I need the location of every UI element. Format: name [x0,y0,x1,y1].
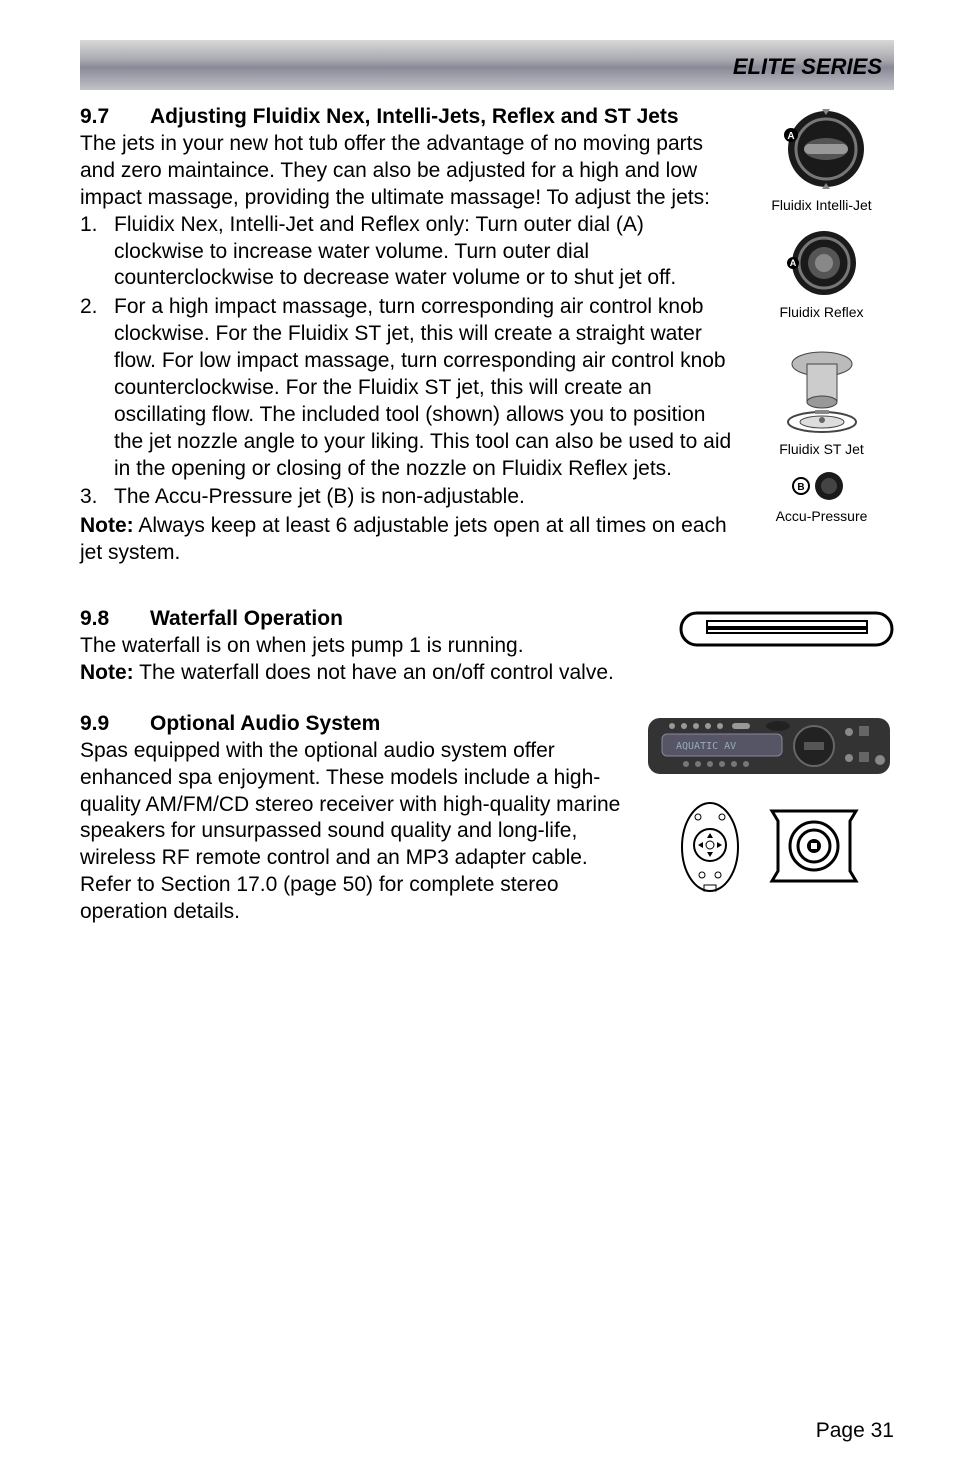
section-9-8-number: 9.8 [80,607,150,631]
section-9-9-number: 9.9 [80,712,150,736]
svg-text:AQUATIC AV: AQUATIC AV [676,741,736,752]
list-item: 3.The Accu-Pressure jet (B) is non-adjus… [114,484,737,511]
section-9-9-body: Spas equipped with the optional audio sy… [80,738,628,926]
remote-control-icon [674,797,746,907]
section-9-7-intro: The jets in your new hot tub offer the a… [80,131,737,212]
section-9-7-list: 1.Fluidix Nex, Intelli-Jet and Reflex on… [80,212,737,512]
svg-text:A: A [789,258,796,268]
figure-st-jet: Fluidix ST Jet [749,332,894,457]
page-banner: ELITE SERIES [80,40,894,90]
svg-text:A: A [787,131,794,142]
caption-st-jet: Fluidix ST Jet [749,441,894,457]
section-9-7-title: Adjusting Fluidix Nex, Intelli-Jets, Ref… [150,105,679,128]
note-label: Note: [80,661,134,684]
figure-waterfall [679,607,894,657]
reflex-icon: A [782,225,862,300]
speaker-icon [764,797,864,887]
section-9-9-heading: 9.9Optional Audio System [80,712,628,736]
caption-accu: Accu-Pressure [749,508,894,524]
figure-audio-system: AQUATIC AV [644,712,894,907]
banner-title: ELITE SERIES [733,54,882,80]
section-9-8-title: Waterfall Operation [150,607,343,630]
section-9-9-title: Optional Audio System [150,712,380,735]
section-9-7-heading: 9.7Adjusting Fluidix Nex, Intelli-Jets, … [80,105,737,129]
figure-intelli-jet: A Fluidix Intelli-Jet [749,105,894,213]
figure-accu-pressure: B Accu-Pressure [749,469,894,524]
svg-text:B: B [797,482,804,493]
page-number: Page 31 [816,1419,894,1443]
stereo-receiver-icon: AQUATIC AV [644,712,894,782]
list-item: 1.Fluidix Nex, Intelli-Jet and Reflex on… [114,212,737,293]
section-9-8-note: Note: The waterfall does not have an on/… [80,660,659,687]
st-jet-tool-icon [777,332,867,437]
intelli-jet-icon: A [774,105,869,193]
section-9-7-note: Note: Always keep at least 6 adjustable … [80,513,737,567]
section-9-8-line1: The waterfall is on when jets pump 1 is … [80,633,659,660]
accu-pressure-icon: B [787,469,857,504]
section-9-8-heading: 9.8Waterfall Operation [80,607,659,631]
section-9-7-number: 9.7 [80,105,150,129]
list-item: 2.For a high impact massage, turn corres… [114,294,737,482]
note-label: Note: [80,514,134,537]
figure-reflex: A Fluidix Reflex [749,225,894,320]
waterfall-icon [679,607,894,652]
caption-reflex: Fluidix Reflex [749,304,894,320]
caption-intelli-jet: Fluidix Intelli-Jet [749,197,894,213]
